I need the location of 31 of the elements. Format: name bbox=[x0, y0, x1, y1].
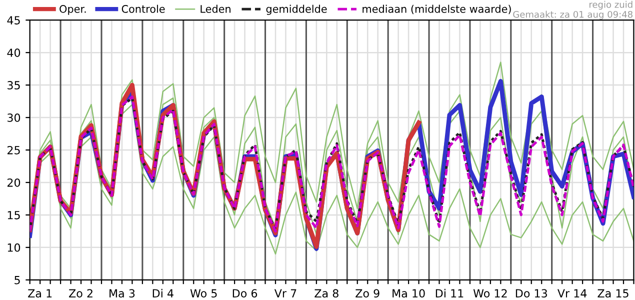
y-tick-label: 5 bbox=[14, 276, 20, 284]
x-tick-label: Ma 10 bbox=[392, 289, 425, 298]
y-tick-label: 20 bbox=[7, 178, 20, 187]
x-tick-label: Ma 3 bbox=[110, 289, 135, 298]
text: regio zuid bbox=[590, 0, 632, 10]
x-tick-label: Di 11 bbox=[436, 288, 464, 298]
legend-label: Oper. bbox=[60, 4, 86, 15]
legend-label: Controle bbox=[122, 4, 165, 13]
x-tick-label: Wo 5 bbox=[190, 289, 217, 298]
x-tick-label: Zo 2 bbox=[69, 289, 92, 298]
text: Gemaakt: za 01 aug 09:48 bbox=[513, 10, 632, 20]
y-tick-label: 45 bbox=[7, 16, 20, 24]
x-tick-label: Zo 9 bbox=[356, 289, 380, 298]
x-tick-label: Di 4 bbox=[152, 288, 174, 298]
x-tick-label: Do 13 bbox=[516, 289, 547, 298]
x-tick-label: Za 1 bbox=[28, 289, 52, 298]
y-tick-label: 15 bbox=[8, 211, 20, 220]
x-tick-label: Do 6 bbox=[232, 289, 258, 298]
legend-label: mediaan (middelste waarde) bbox=[362, 4, 511, 14]
x-tick-label: Vr 14 bbox=[557, 289, 587, 298]
y-tick-label: 40 bbox=[7, 48, 20, 57]
y-tick-label: 10 bbox=[8, 243, 20, 252]
y-tick-label: 30 bbox=[8, 114, 20, 122]
x-tick-label: Za 8 bbox=[314, 289, 338, 298]
y-tick-label: 35 bbox=[8, 81, 20, 90]
legend-label: gemiddelde bbox=[266, 4, 327, 15]
y-tick-label: 25 bbox=[7, 146, 20, 154]
x-tick-label: Vr 7 bbox=[274, 289, 296, 298]
x-tick-label: Za 15 bbox=[598, 289, 628, 298]
x-tick-label: Wo 12 bbox=[473, 289, 507, 298]
legend-label: Leden bbox=[200, 4, 230, 13]
